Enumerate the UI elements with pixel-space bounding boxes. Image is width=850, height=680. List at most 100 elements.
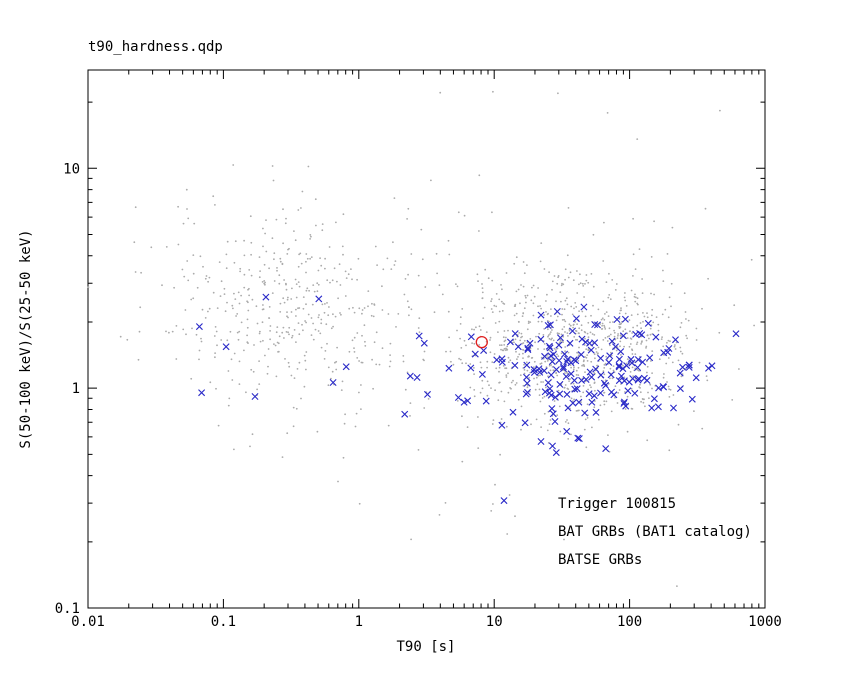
- batse-point: [605, 355, 608, 358]
- batse-point: [216, 344, 218, 347]
- batse-point: [283, 301, 286, 304]
- batse-point: [298, 253, 300, 256]
- batse-point: [648, 337, 650, 340]
- batse-point: [285, 217, 287, 220]
- batse-point: [252, 370, 255, 373]
- batse-point: [601, 317, 604, 320]
- batse-point: [543, 343, 546, 345]
- batse-point: [231, 304, 234, 307]
- batse-point: [575, 306, 578, 308]
- batse-point: [263, 280, 266, 282]
- batse-point: [564, 320, 567, 323]
- batse-point: [532, 302, 535, 305]
- batse-point: [264, 232, 266, 235]
- batse-point: [534, 388, 537, 391]
- legend-bat-label: BAT GRBs (BAT1 catalog): [558, 524, 752, 540]
- batse-point: [500, 284, 502, 286]
- batse-point: [332, 313, 334, 316]
- batse-point: [480, 366, 483, 369]
- batse-point: [402, 355, 405, 357]
- batse-point: [634, 268, 637, 270]
- batse-point: [297, 265, 300, 268]
- batse-point: [633, 295, 636, 298]
- batse-point: [647, 391, 649, 394]
- batse-point: [565, 297, 568, 300]
- batse-point: [126, 338, 129, 341]
- batse-point: [499, 453, 501, 456]
- batse-point: [284, 222, 287, 225]
- bat-grb-point: [562, 373, 570, 380]
- batse-point: [676, 585, 678, 587]
- batse-point: [581, 310, 584, 313]
- batse-point: [448, 336, 450, 339]
- batse-point: [450, 360, 452, 363]
- batse-point: [342, 456, 345, 459]
- batse-point: [547, 335, 549, 338]
- batse-point: [139, 306, 142, 309]
- batse-point: [243, 349, 245, 352]
- batse-point: [505, 425, 508, 428]
- batse-point: [445, 350, 447, 353]
- batse-point: [578, 409, 580, 412]
- batse-point: [573, 307, 575, 310]
- batse-point: [707, 277, 709, 280]
- batse-point: [624, 299, 627, 302]
- batse-point: [592, 233, 595, 236]
- batse-point: [587, 388, 589, 391]
- bat-grb-point: [692, 374, 700, 382]
- batse-point: [639, 322, 642, 324]
- axis-ticks: [87, 70, 766, 609]
- batse-point: [540, 362, 543, 365]
- batse-point: [214, 352, 217, 354]
- batse-point: [390, 268, 393, 270]
- batse-point: [165, 330, 167, 333]
- batse-point: [287, 331, 289, 334]
- batse-point: [298, 285, 301, 288]
- batse-point: [679, 326, 682, 329]
- batse-point: [500, 418, 503, 420]
- batse-point: [540, 356, 543, 359]
- batse-point: [282, 242, 284, 245]
- batse-point: [393, 264, 396, 266]
- batse-point: [295, 296, 298, 299]
- y-tick-label: 0.1: [55, 601, 80, 617]
- batse-point: [606, 340, 609, 342]
- batse-point: [233, 292, 235, 295]
- batse-point: [353, 311, 356, 314]
- batse-point: [581, 282, 584, 285]
- bat-grb-point: [464, 397, 472, 405]
- batse-point: [471, 342, 473, 344]
- batse-point: [673, 345, 676, 348]
- batse-point: [646, 365, 649, 368]
- batse-point: [258, 256, 261, 258]
- batse-point: [324, 267, 326, 270]
- bat-grb-point: [586, 368, 594, 376]
- batse-point: [477, 416, 479, 418]
- batse-point: [271, 292, 274, 294]
- batse-point: [481, 287, 484, 289]
- batse-point: [303, 354, 306, 357]
- bat-grb-point: [610, 391, 618, 399]
- bat-grb-point: [523, 379, 531, 387]
- batse-point: [551, 329, 553, 331]
- batse-point: [204, 317, 207, 319]
- batse-point: [586, 417, 589, 419]
- bat-grb-point: [619, 332, 627, 340]
- bat-grb-point: [646, 354, 654, 362]
- batse-point: [436, 272, 438, 275]
- batse-point: [185, 188, 188, 191]
- batse-point: [262, 304, 264, 306]
- batse-point: [585, 356, 588, 359]
- batse-point: [226, 339, 229, 342]
- batse-point: [526, 328, 529, 331]
- batse-point: [561, 319, 564, 321]
- x-tick-label: 100: [617, 614, 642, 630]
- batse-point: [603, 318, 606, 321]
- batse-point: [608, 335, 611, 337]
- batse-point: [448, 253, 451, 256]
- batse-point: [363, 307, 366, 309]
- batse-point: [465, 344, 467, 347]
